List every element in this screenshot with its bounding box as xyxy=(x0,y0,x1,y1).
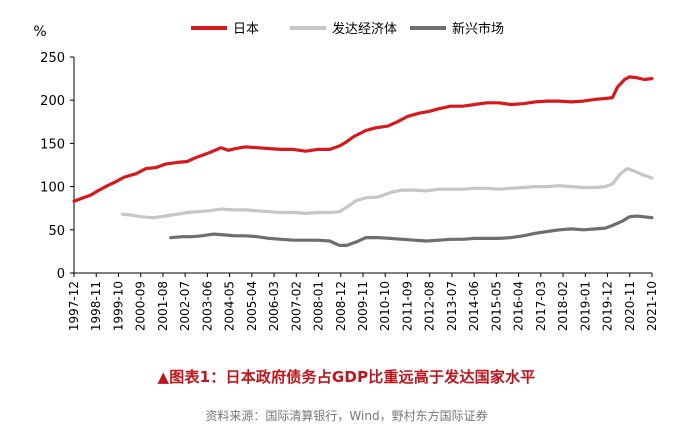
x-tick-label: 2008-12 xyxy=(334,281,348,331)
x-tick-label: 2019-01 xyxy=(578,281,592,331)
x-tick-label: 1999-10 xyxy=(111,281,125,331)
x-tick-label: 2011-09 xyxy=(400,281,414,331)
x-tick-label: 2005-04 xyxy=(245,281,259,331)
y-tick-label: 200 xyxy=(40,94,65,109)
y-tick-label: 100 xyxy=(40,181,65,196)
y-axis-ticks: 0 50 100 150 200 250 xyxy=(40,51,74,282)
x-tick-label: 1998-11 xyxy=(89,281,103,331)
x-tick-label: 2015-05 xyxy=(489,281,503,331)
x-tick-label: 2016-04 xyxy=(512,281,526,331)
x-tick-label: 2021-10 xyxy=(645,281,659,331)
series-line-1 xyxy=(120,166,654,220)
legend-label: 新兴市场 xyxy=(452,21,504,37)
x-tick-label: 2020-11 xyxy=(623,281,637,331)
x-axis-ticks: 1997-12 1998-11 1999-10 2000-09 2001-08 2002-… xyxy=(67,273,659,331)
x-tick-label: 2004-05 xyxy=(223,281,237,331)
y-tick-label: 150 xyxy=(40,137,65,152)
x-tick-label: 2017-03 xyxy=(534,281,548,331)
series-line-0 xyxy=(72,75,654,203)
x-tick-label: 2002-07 xyxy=(178,281,192,331)
legend: 日本 发达经济体 新兴市场 xyxy=(191,21,504,37)
y-tick-label: 50 xyxy=(48,224,65,239)
x-tick-label: 2010-10 xyxy=(378,281,392,331)
x-tick-label: 2014-06 xyxy=(467,281,481,331)
x-tick-label: 2001-08 xyxy=(156,281,170,331)
x-tick-label: 2012-08 xyxy=(423,281,437,331)
data-source-note: 资料来源：国际清算银行，Wind，野村东方国际证券 xyxy=(205,409,488,423)
x-tick-label: 2013-07 xyxy=(445,281,459,331)
series-line-2 xyxy=(169,214,654,247)
y-tick-label: 250 xyxy=(40,51,65,66)
figure-caption: ▲图表1：日本政府债务占GDP比重远高于发达国家水平 xyxy=(157,368,536,386)
x-tick-label: 2008-01 xyxy=(312,281,326,331)
x-tick-label: 2006-03 xyxy=(267,281,281,331)
series-lines xyxy=(72,75,654,247)
x-tick-label: 2009-11 xyxy=(356,281,370,331)
legend-label: 日本 xyxy=(233,22,259,37)
y-axis-unit: % xyxy=(33,24,46,40)
y-tick-label: 0 xyxy=(57,267,65,282)
x-tick-label: 1997-12 xyxy=(67,281,81,331)
x-tick-label: 2000-09 xyxy=(134,281,148,331)
legend-label: 发达经济体 xyxy=(332,21,397,37)
x-tick-label: 2018-02 xyxy=(556,281,570,331)
x-tick-label: 2007-02 xyxy=(289,281,303,331)
x-tick-label: 2019-12 xyxy=(601,281,615,331)
x-tick-label: 2003-06 xyxy=(200,281,214,331)
